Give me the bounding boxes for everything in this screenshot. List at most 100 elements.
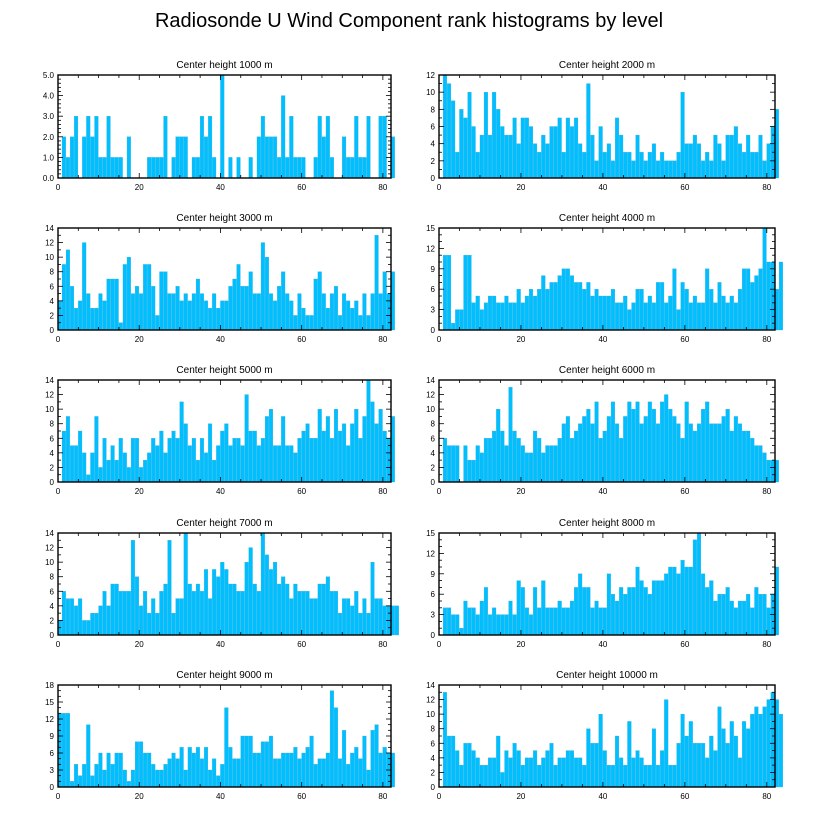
histogram-bar <box>713 600 718 636</box>
histogram-bar <box>582 152 587 179</box>
histogram-bar <box>709 423 714 483</box>
histogram-bar <box>569 126 574 179</box>
histogram-bar <box>346 445 351 483</box>
histogram-bar <box>155 612 160 636</box>
x-tick-label: 20 <box>516 640 525 649</box>
histogram-bar <box>594 600 599 636</box>
histogram-bar <box>467 92 472 179</box>
histogram-bar <box>680 282 685 331</box>
histogram-bar <box>733 302 738 331</box>
histogram-bar <box>463 255 468 331</box>
histogram-bar <box>692 539 697 636</box>
histogram-bar <box>374 423 379 483</box>
histogram-bar <box>672 566 677 636</box>
histogram-bar <box>643 302 648 331</box>
histogram-bar <box>155 445 160 483</box>
histogram-bar <box>557 117 562 179</box>
histogram-bar <box>82 764 87 788</box>
histogram-bar <box>313 598 318 636</box>
histogram-bar <box>561 268 566 331</box>
histogram-bar <box>602 607 607 636</box>
histogram-bar <box>545 607 550 636</box>
y-tick-label: 1.0 <box>43 153 55 162</box>
histogram-bar <box>639 152 644 179</box>
histogram-bar <box>590 134 595 179</box>
histogram-bar <box>90 775 95 788</box>
histogram-bar <box>297 293 302 331</box>
histogram-bar <box>370 401 375 483</box>
y-tick-label: 6 <box>431 285 436 294</box>
histogram-bar <box>565 750 570 788</box>
histogram-bar <box>264 256 269 331</box>
histogram-bar <box>321 136 326 179</box>
histogram-bar <box>248 735 253 788</box>
histogram-bar <box>447 445 452 483</box>
histogram-bar <box>285 445 290 483</box>
histogram-bar <box>651 302 656 331</box>
histogram-bar <box>598 126 603 179</box>
histogram-bar <box>187 747 192 788</box>
histogram-bar <box>248 430 253 483</box>
histogram-bar <box>354 300 359 331</box>
histogram-bar <box>586 83 591 179</box>
histogram-bar <box>606 143 611 179</box>
y-tick-label: 4 <box>431 140 436 149</box>
histogram-bar <box>329 591 334 636</box>
y-tick-label: 4 <box>431 449 436 458</box>
histogram-bar <box>354 591 359 636</box>
histogram-bar <box>378 598 383 636</box>
panel-title: Center height 6000 m <box>559 365 655 376</box>
histogram-bar <box>692 743 697 788</box>
histogram-bar <box>557 438 562 483</box>
histogram-bar <box>459 309 464 331</box>
histogram-bar <box>98 752 103 788</box>
histogram-bar <box>199 758 204 788</box>
histogram-bar <box>647 152 652 179</box>
x-tick-label: 20 <box>135 792 144 801</box>
histogram-bar <box>561 152 566 179</box>
histogram-bar <box>639 757 644 788</box>
histogram-bar <box>602 430 607 483</box>
histogram-bar <box>610 764 615 788</box>
y-tick-label: 0 <box>431 631 436 640</box>
y-tick-label: 10 <box>426 88 435 97</box>
histogram-bar <box>713 302 718 331</box>
histogram-bar <box>631 160 636 179</box>
histogram-bar <box>500 772 505 788</box>
histogram-bar <box>143 264 148 331</box>
histogram-bar <box>220 561 225 636</box>
histogram-bar <box>656 423 661 483</box>
y-tick-label: 4 <box>50 449 55 458</box>
y-tick-label: 8 <box>431 105 436 114</box>
x-tick-label: 60 <box>680 335 689 344</box>
histogram-bar <box>256 136 261 179</box>
histogram-bar <box>717 143 722 179</box>
histogram-bar <box>297 758 302 788</box>
histogram-bar <box>725 587 730 636</box>
histogram-bar <box>455 309 460 331</box>
histogram-bar <box>159 157 164 179</box>
y-tick-label: 15 <box>45 698 54 707</box>
histogram-bar <box>86 620 91 636</box>
histogram-bar <box>467 743 472 788</box>
histogram-bar <box>273 445 278 483</box>
histogram-bar <box>212 569 217 636</box>
histogram-bar <box>463 117 468 179</box>
histogram-bar <box>688 721 693 788</box>
histogram-bar <box>561 607 566 636</box>
histogram-bar <box>635 289 640 331</box>
histogram-bar <box>236 758 241 788</box>
histogram-bar <box>208 598 213 636</box>
histogram-bar <box>74 445 79 483</box>
histogram-bar <box>569 600 574 636</box>
histogram-bar <box>598 607 603 636</box>
y-tick-label: 18 <box>45 681 54 690</box>
y-tick-label: 9 <box>431 265 436 274</box>
histogram-bar <box>737 423 742 483</box>
histogram-bar <box>455 750 460 788</box>
histogram-bar <box>488 134 493 179</box>
histogram-bar <box>545 445 550 483</box>
x-tick-label: 0 <box>437 335 442 344</box>
histogram-bar <box>386 293 391 331</box>
histogram-bar <box>139 605 144 636</box>
